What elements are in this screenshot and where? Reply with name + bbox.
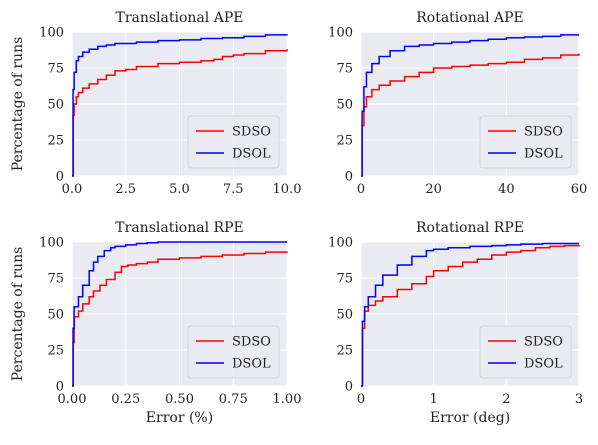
y-tick-label: 50 xyxy=(336,98,353,113)
y-tick-label: 100 xyxy=(328,26,353,41)
series-line-sdso xyxy=(72,49,288,177)
x-tick-label: 20 xyxy=(425,182,442,197)
y-tick-label: 25 xyxy=(47,134,64,149)
series-line-dsol xyxy=(361,34,579,177)
chart-panel-3: 0 1 2 3 0 25 50 75 100 Rotational RPE Error (deg) S… xyxy=(328,220,583,426)
y-axis-label: Percentage of runs xyxy=(10,247,26,382)
x-axis-label: Error (deg) xyxy=(430,410,510,426)
y-tick-label: 75 xyxy=(47,272,64,287)
y-tick-label: 0 xyxy=(56,170,64,185)
chart-title: Rotational RPE xyxy=(416,220,524,236)
series-line-sdso xyxy=(361,53,580,177)
x-tick-label: 0.00 xyxy=(58,392,87,407)
x-tick-label: 7.5 xyxy=(223,182,244,197)
series-line-sdso xyxy=(72,251,288,387)
x-tick-label: 40 xyxy=(498,182,515,197)
x-tick-label: 0.75 xyxy=(219,392,248,407)
legend-label: SDSO xyxy=(524,125,563,140)
x-tick-label: 0.50 xyxy=(165,392,194,407)
y-tick-label: 0 xyxy=(345,380,353,395)
legend-label: DSOL xyxy=(232,147,271,162)
y-tick-label: 50 xyxy=(47,308,64,323)
y-tick-label: 50 xyxy=(336,308,353,323)
legend-label: SDSO xyxy=(524,335,563,350)
legend-label: DSOL xyxy=(524,357,563,372)
y-tick-label: 0 xyxy=(56,380,64,395)
y-axis-label: Percentage of runs xyxy=(10,37,26,172)
series-line-dsol xyxy=(72,34,288,177)
legend xyxy=(479,325,572,379)
series-line-dsol xyxy=(361,242,579,387)
legend-label: SDSO xyxy=(232,125,271,140)
x-tick-label: 2.5 xyxy=(115,182,136,197)
y-tick-label: 100 xyxy=(39,26,64,41)
x-tick-label: 3 xyxy=(575,392,583,407)
legend xyxy=(479,115,572,169)
y-tick-label: 75 xyxy=(47,62,64,77)
y-tick-label: 75 xyxy=(336,272,353,287)
x-tick-label: 60 xyxy=(571,182,588,197)
legend-label: DSOL xyxy=(232,357,271,372)
chart-title: Rotational APE xyxy=(416,10,524,26)
chart-panel-1: 0 20 40 60 0 25 50 75 100 Rotational APE SDSO DSOL xyxy=(328,10,587,197)
legend-label: SDSO xyxy=(232,335,271,350)
y-tick-label: 25 xyxy=(47,344,64,359)
legend xyxy=(187,325,280,379)
y-tick-label: 75 xyxy=(336,62,353,77)
y-tick-label: 25 xyxy=(336,344,353,359)
legend xyxy=(187,115,280,169)
x-tick-label: 10.0 xyxy=(273,182,302,197)
legend-label: DSOL xyxy=(524,147,563,162)
x-tick-label: 0.25 xyxy=(111,392,140,407)
x-tick-label: 0.0 xyxy=(62,182,83,197)
x-axis-label: Error (%) xyxy=(146,410,213,426)
y-tick-label: 100 xyxy=(39,236,64,251)
chart-panel-2: 0.00 0.25 0.50 0.75 1.00 0 25 50 75 100 Translatio… xyxy=(10,220,301,426)
chart-title: Translational RPE xyxy=(115,220,243,236)
y-tick-label: 25 xyxy=(336,134,353,149)
x-tick-label: 0 xyxy=(357,182,365,197)
y-tick-label: 50 xyxy=(47,98,64,113)
y-tick-label: 0 xyxy=(345,170,353,185)
series-line-sdso xyxy=(361,244,580,387)
x-tick-label: 2 xyxy=(502,392,510,407)
chart-panel-0: 0.0 2.5 5.0 7.5 10.0 0 25 50 75 100 Translational … xyxy=(10,10,301,197)
x-tick-label: 1 xyxy=(430,392,438,407)
x-tick-label: 0 xyxy=(357,392,365,407)
chart-title: Translational APE xyxy=(116,10,244,26)
x-tick-label: 1.00 xyxy=(273,392,302,407)
series-line-dsol xyxy=(72,241,287,387)
y-tick-label: 100 xyxy=(328,236,353,251)
x-tick-label: 5.0 xyxy=(169,182,190,197)
